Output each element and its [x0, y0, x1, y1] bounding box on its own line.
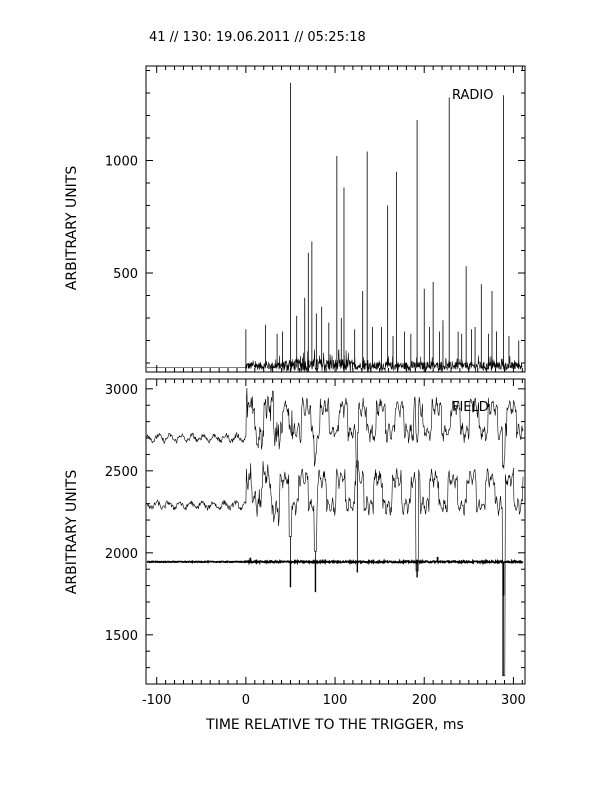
field-annotation: FIELD [452, 400, 489, 415]
y-tick-label: 1000 [105, 155, 138, 170]
y-tick-label: 3000 [105, 383, 138, 398]
radio-annotation: RADIO [452, 88, 493, 103]
field-y-axis-label: ARBITRARY UNITS [64, 470, 80, 595]
radio-trace [146, 349, 523, 373]
y-tick-label: 2000 [105, 547, 138, 562]
x-tick-label: 100 [323, 693, 348, 708]
y-tick-label: 1500 [105, 629, 138, 644]
field-upper-trace [146, 387, 524, 469]
x-tick-label: 200 [412, 693, 437, 708]
radio-y-axis-label: ARBITRARY UNITS [64, 166, 80, 291]
field-plot [146, 387, 524, 677]
x-tick-labels: -100 0 100 200 300 [142, 693, 526, 708]
field-middle-trace [146, 460, 524, 677]
field-y-ticks: 1500 2000 2500 3000 [105, 383, 525, 685]
x-tick-label: 300 [501, 693, 526, 708]
field-panel-frame [145, 378, 526, 685]
x-tick-label: 0 [242, 693, 250, 708]
chart-header: 41 // 130: 19.06.2011 // 05:25:18 [149, 30, 366, 45]
x-axis-label: TIME RELATIVE TO THE TRIGGER, ms [205, 717, 464, 733]
field-x-ticks [156, 379, 523, 684]
x-tick-label: -100 [142, 693, 172, 708]
radio-panel-frame [145, 65, 526, 373]
y-tick-label: 2500 [105, 465, 138, 480]
field-lower-trace [146, 558, 524, 566]
radio-y-ticks: 500 1000 [105, 70, 525, 364]
radio-x-ticks [156, 66, 523, 372]
radio-plot [146, 82, 523, 373]
y-tick-label: 500 [113, 267, 138, 282]
